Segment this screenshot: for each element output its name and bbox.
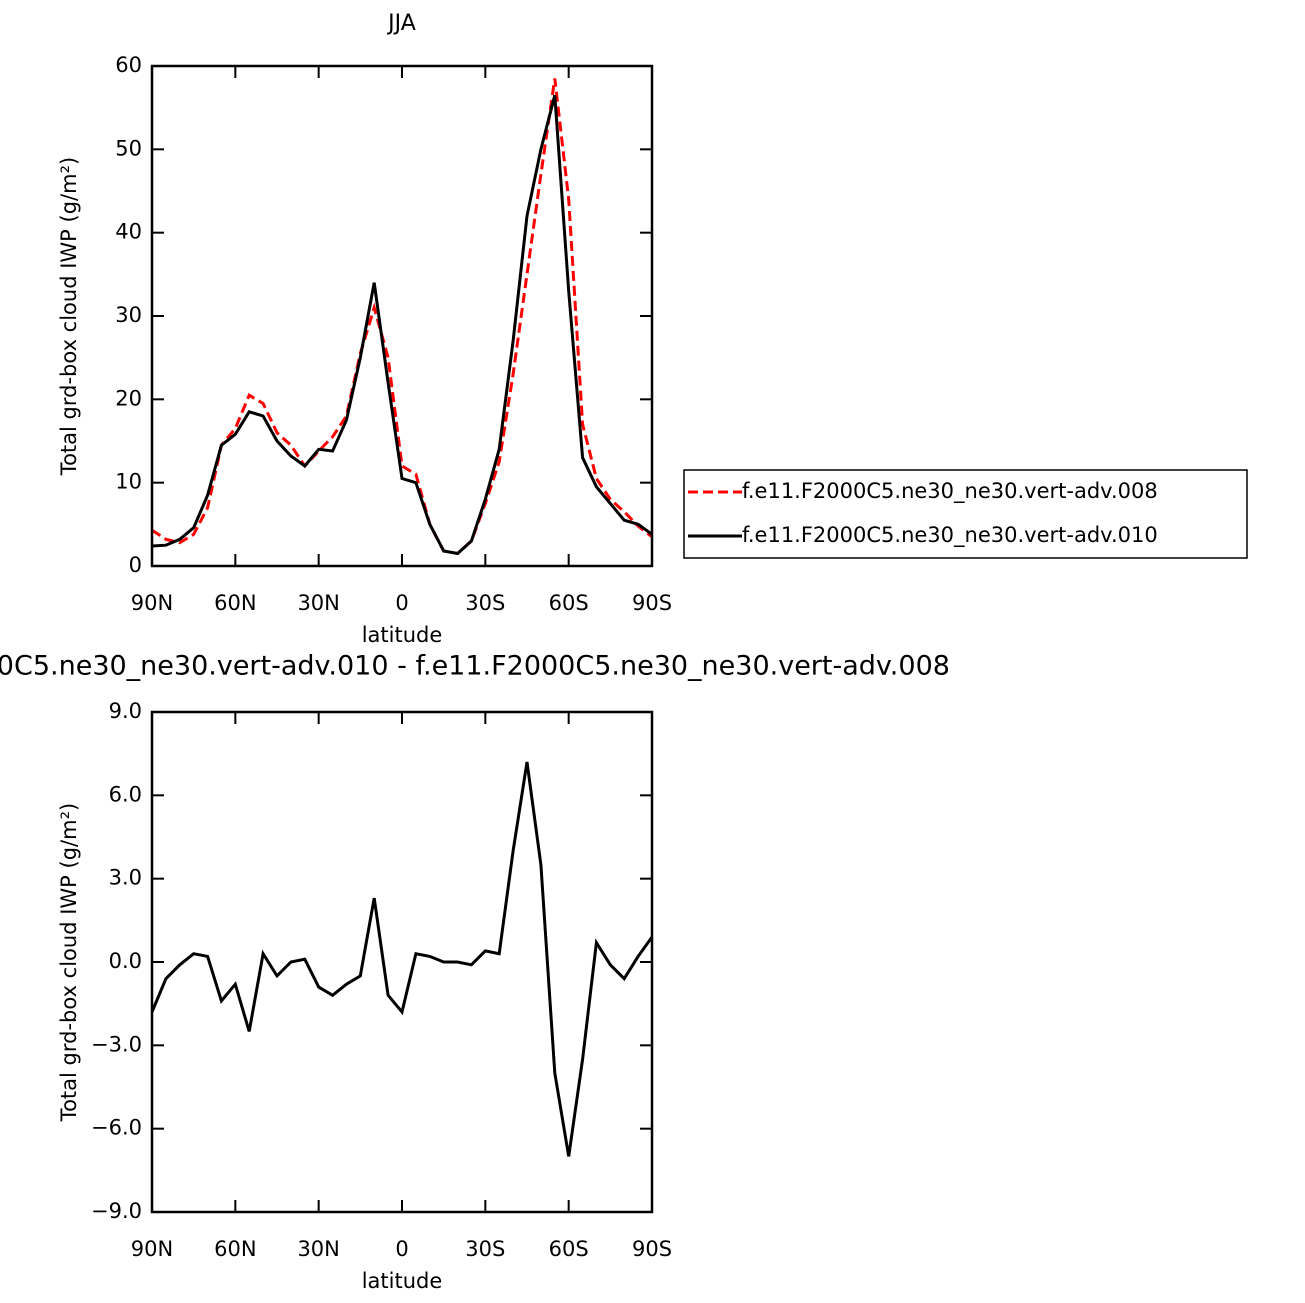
y-tick-label: 6.0	[109, 782, 142, 806]
data-line	[150, 761, 654, 1157]
y-axis-label: Total grd-box cloud IWP (g/m²)	[57, 803, 81, 1122]
legend-label: f.e11.F2000C5.ne30_ne30.vert-adv.008	[742, 479, 1158, 504]
data-line	[151, 94, 653, 556]
x-tick-label: 30N	[297, 1237, 339, 1261]
y-tick-label: 9.0	[109, 699, 142, 723]
data-line	[151, 78, 653, 556]
x-tick-label: 60S	[549, 1237, 589, 1261]
y-tick-label: −9.0	[91, 1199, 142, 1223]
x-tick-label: 0	[395, 591, 408, 615]
x-tick-label: 0	[395, 1237, 408, 1261]
legend-box	[683, 469, 1248, 559]
plot-frame	[150, 64, 654, 568]
y-tick-label: 40	[115, 220, 142, 244]
plot-frame	[150, 710, 654, 1214]
y-tick-label: 3.0	[109, 866, 142, 890]
chart-title: f.e11.F2000C5.ne30_ne30.vert-adv.010 - f…	[0, 651, 950, 682]
x-tick-label: 60N	[214, 591, 256, 615]
y-tick-label: 20	[115, 386, 142, 410]
x-tick-label: 90S	[632, 591, 672, 615]
x-tick-label: 90N	[131, 1237, 173, 1261]
y-tick-label: −6.0	[91, 1116, 142, 1140]
y-tick-label: 60	[115, 53, 142, 77]
x-tick-label: 60N	[214, 1237, 256, 1261]
y-tick-label: 0	[129, 553, 142, 577]
legend-label: f.e11.F2000C5.ne30_ne30.vert-adv.010	[742, 523, 1158, 548]
y-tick-label: 50	[115, 136, 142, 160]
x-tick-label: 60S	[549, 591, 589, 615]
chart-title: JJA	[386, 11, 416, 36]
x-tick-label: 30S	[465, 591, 505, 615]
y-tick-label: 10	[115, 470, 142, 494]
x-axis-label: latitude	[362, 623, 443, 647]
x-tick-label: 90S	[632, 1237, 672, 1261]
x-tick-label: 30N	[297, 591, 339, 615]
y-tick-label: 0.0	[109, 949, 142, 973]
x-tick-label: 90N	[131, 591, 173, 615]
x-tick-label: 30S	[465, 1237, 505, 1261]
y-axis-label: Total grd-box cloud IWP (g/m²)	[57, 157, 81, 476]
y-tick-label: −3.0	[91, 1032, 142, 1056]
y-tick-label: 30	[115, 303, 142, 327]
x-axis-label: latitude	[362, 1269, 443, 1293]
